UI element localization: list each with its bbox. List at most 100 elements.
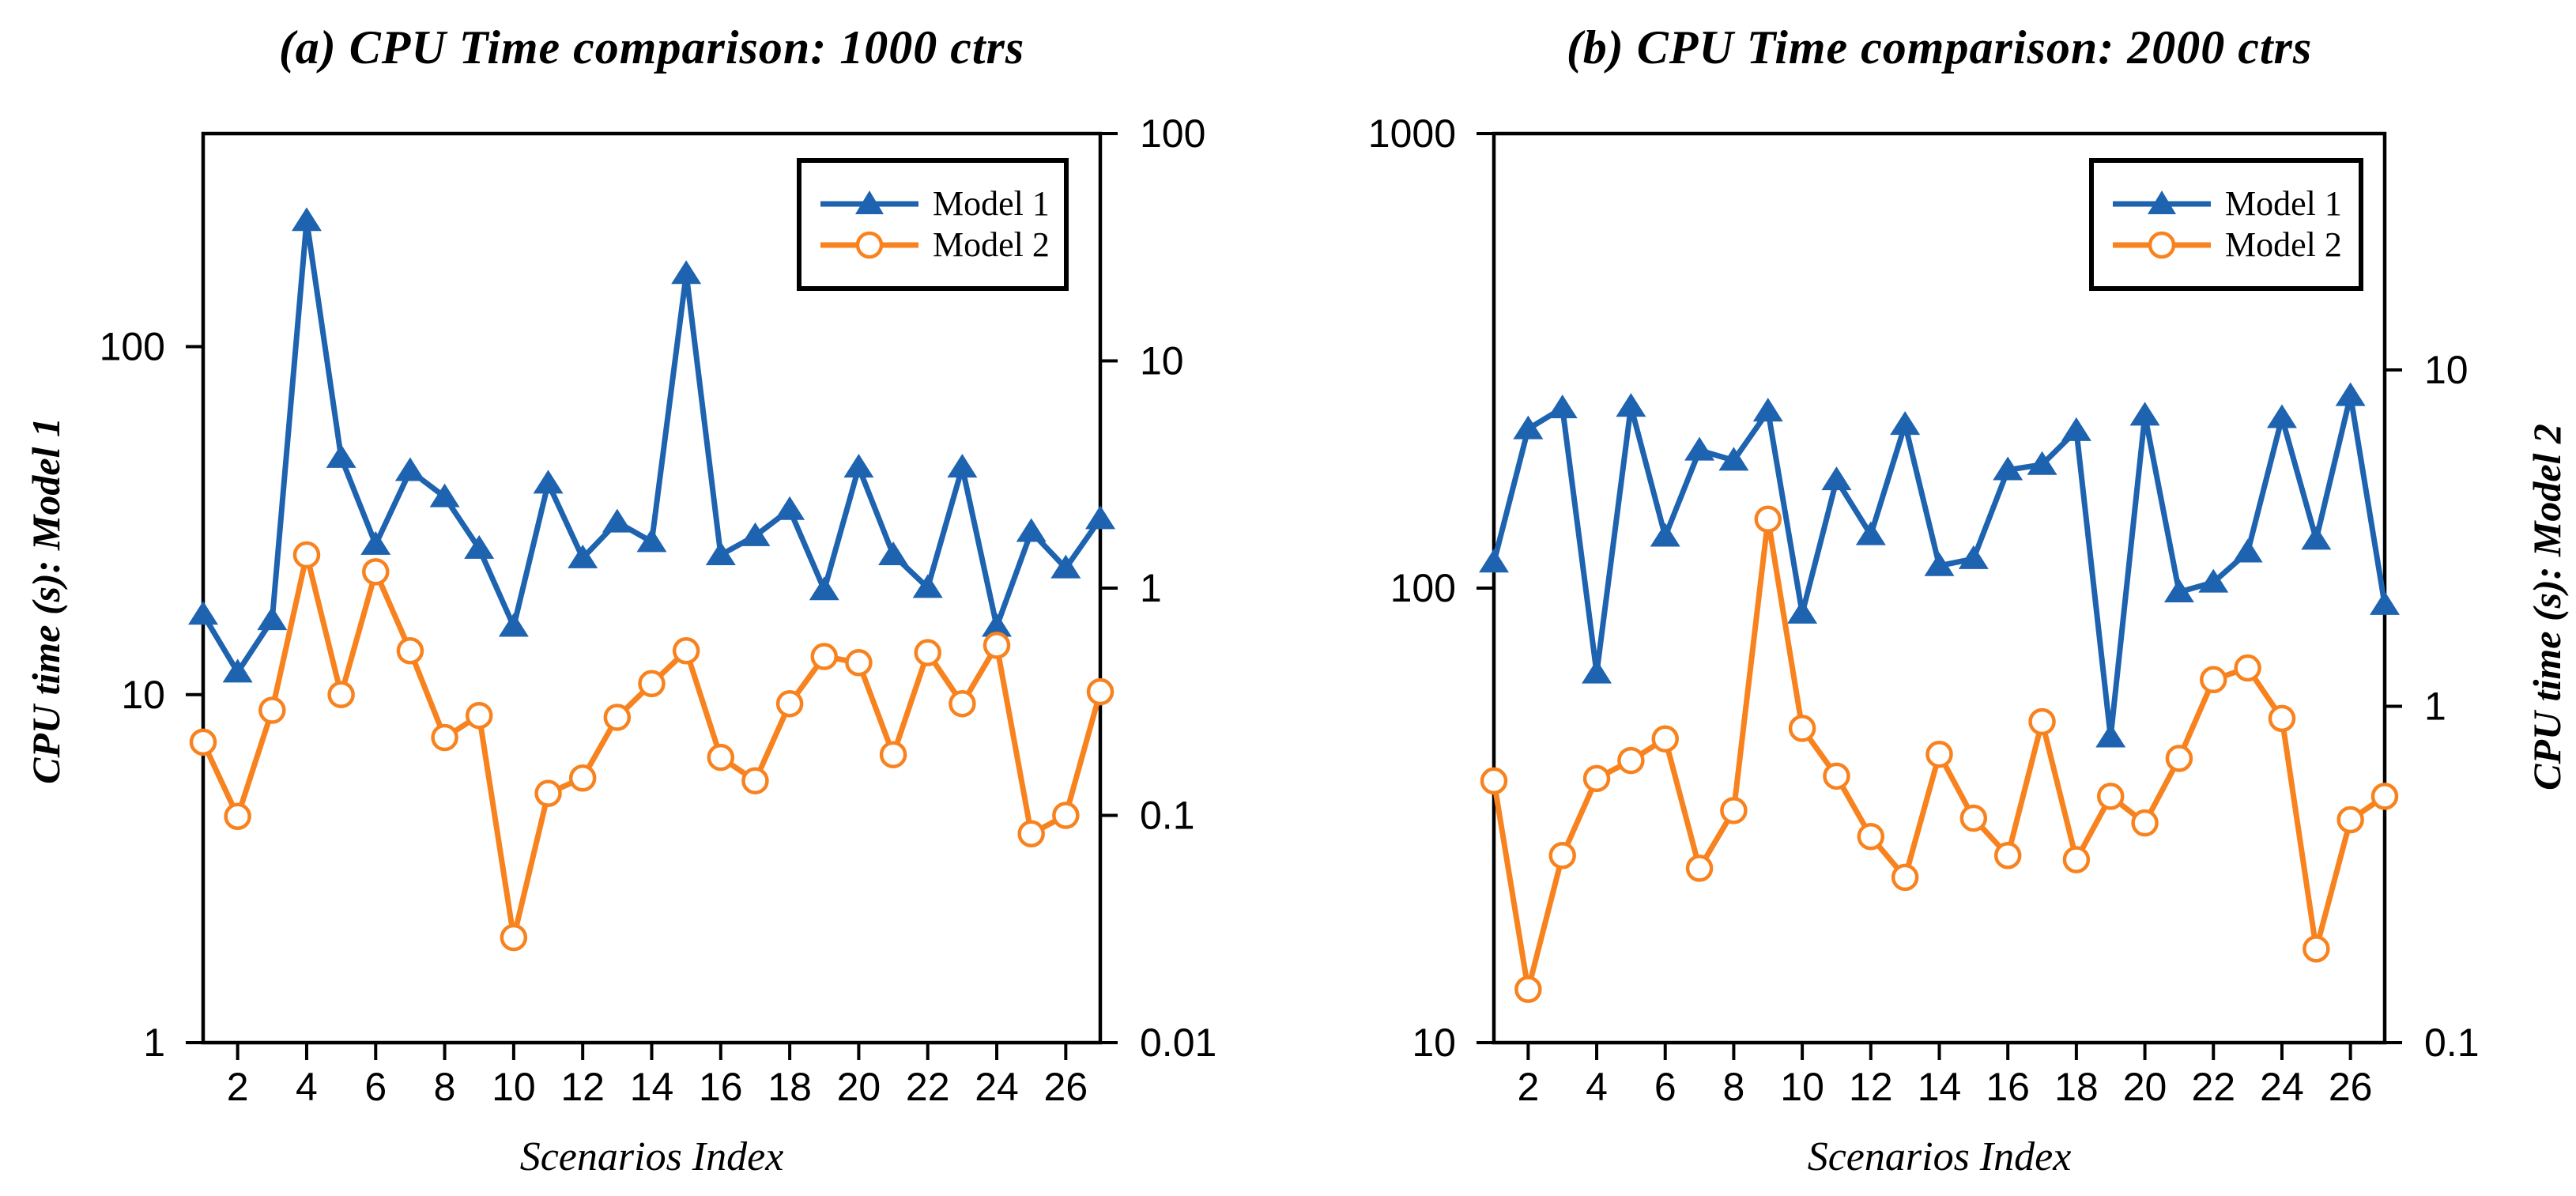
x-tick-label: 26 <box>1044 1065 1088 1109</box>
x-tick-label: 20 <box>837 1065 881 1109</box>
circle-marker <box>2200 666 2227 694</box>
triangle-marker <box>222 658 253 683</box>
triangle-marker <box>1085 505 1115 530</box>
triangle-marker <box>1924 552 1955 576</box>
circle-marker <box>1086 677 1115 706</box>
legend-item-model1: Model 1 <box>801 183 1064 224</box>
circle-marker <box>292 541 321 569</box>
x-tick-label: 22 <box>906 1065 950 1109</box>
circle-marker <box>362 558 390 586</box>
x-tick-label: 2 <box>227 1065 249 1109</box>
y-left-tick-label: 1000 <box>1368 111 1456 156</box>
triangle-marker <box>2061 417 2091 441</box>
triangle-marker <box>2129 402 2160 426</box>
legend-sample-model1 <box>2113 191 2211 214</box>
circle-marker <box>2131 809 2159 837</box>
x-tick-label: 10 <box>1780 1065 1824 1109</box>
y-right-tick-label: 0.01 <box>1140 1021 1216 1065</box>
circle-marker <box>1891 863 1919 892</box>
circle-marker <box>638 670 666 698</box>
triangle-marker <box>2335 382 2366 406</box>
legend-label-model1: Model 1 <box>2225 184 2342 223</box>
x-tick-label: 18 <box>768 1065 812 1109</box>
circle-marker <box>1685 855 1714 882</box>
x-tick-label: 24 <box>975 1065 1019 1109</box>
x-tick-label: 22 <box>2191 1065 2235 1109</box>
triangle-marker <box>809 576 839 601</box>
triangle-marker <box>533 470 564 494</box>
triangle-marker <box>636 528 667 553</box>
triangle-marker <box>498 613 529 637</box>
circle-marker-icon <box>2148 231 2176 259</box>
x-tick-label: 16 <box>699 1065 743 1109</box>
triangle-marker <box>188 601 218 625</box>
triangle-marker <box>1016 518 1047 542</box>
triangle-marker <box>291 207 322 232</box>
circle-marker <box>2062 846 2091 873</box>
triangle-marker <box>1787 599 1818 624</box>
triangle-marker <box>1718 447 1749 471</box>
x-tick-label: 8 <box>434 1065 456 1109</box>
y-right-tick-label: 0.1 <box>2424 1021 2480 1065</box>
x-tick-label: 14 <box>1918 1065 1962 1109</box>
triangle-marker <box>602 508 632 533</box>
circle-marker <box>1548 842 1576 870</box>
triangle-marker <box>2163 579 2194 603</box>
triangle-marker <box>1821 466 1852 491</box>
x-tick-label: 18 <box>2054 1065 2099 1109</box>
triangle-marker <box>982 613 1013 637</box>
circle-marker-icon <box>855 231 884 259</box>
triangle-marker <box>912 574 943 598</box>
circle-marker <box>396 637 424 665</box>
triangle-marker <box>1855 521 1886 545</box>
panel-b-legend: Model 1 Model 2 <box>2089 158 2363 291</box>
x-tick-label: 4 <box>296 1065 318 1109</box>
circle-marker <box>845 649 873 677</box>
legend-item-model1: Model 1 <box>2094 183 2359 224</box>
triangle-marker <box>464 534 495 559</box>
circle-marker <box>1754 505 1782 534</box>
triangle-marker <box>1582 659 1612 684</box>
triangle-marker <box>671 260 702 285</box>
triangle-marker <box>1958 545 1989 569</box>
circle-marker <box>1720 797 1748 824</box>
legend-sample-model1 <box>820 191 918 214</box>
series-model1 <box>188 207 1115 683</box>
circle-marker <box>224 802 251 831</box>
triangle-marker-icon <box>2148 191 2176 214</box>
circle-marker <box>1959 804 1988 832</box>
circle-marker <box>2303 935 2330 963</box>
triangle-marker <box>1547 394 1578 419</box>
triangle-marker <box>843 454 874 478</box>
y-left-tick-label: 100 <box>100 325 165 369</box>
circle-marker <box>2028 707 2056 736</box>
triangle-marker <box>2232 538 2263 563</box>
circle-marker <box>1582 764 1611 793</box>
circle-marker <box>258 696 286 724</box>
circle-marker <box>983 632 1011 659</box>
triangle-marker <box>326 443 356 468</box>
triangle-marker <box>878 541 909 566</box>
circle-marker <box>1514 975 1542 1003</box>
legend-item-model2: Model 2 <box>2094 224 2359 266</box>
triangle-marker <box>1684 436 1715 461</box>
circle-marker <box>879 741 907 768</box>
triangle-marker <box>2370 590 2400 615</box>
circle-marker <box>2337 806 2364 834</box>
circle-marker <box>1480 767 1508 795</box>
circle-marker <box>1993 842 2022 870</box>
circle-marker <box>465 701 493 730</box>
triangle-marker <box>1993 456 2023 481</box>
triangle-marker <box>1513 415 1544 440</box>
legend-label-model2: Model 2 <box>933 225 1050 264</box>
circle-marker <box>327 681 355 708</box>
triangle-marker <box>740 522 771 546</box>
series-model2 <box>1480 505 2399 1003</box>
triangle-marker <box>1050 554 1081 579</box>
triangle-marker <box>2095 723 2126 748</box>
circle-marker <box>1857 823 1885 851</box>
circle-marker <box>914 639 941 666</box>
circle-marker <box>189 728 217 756</box>
